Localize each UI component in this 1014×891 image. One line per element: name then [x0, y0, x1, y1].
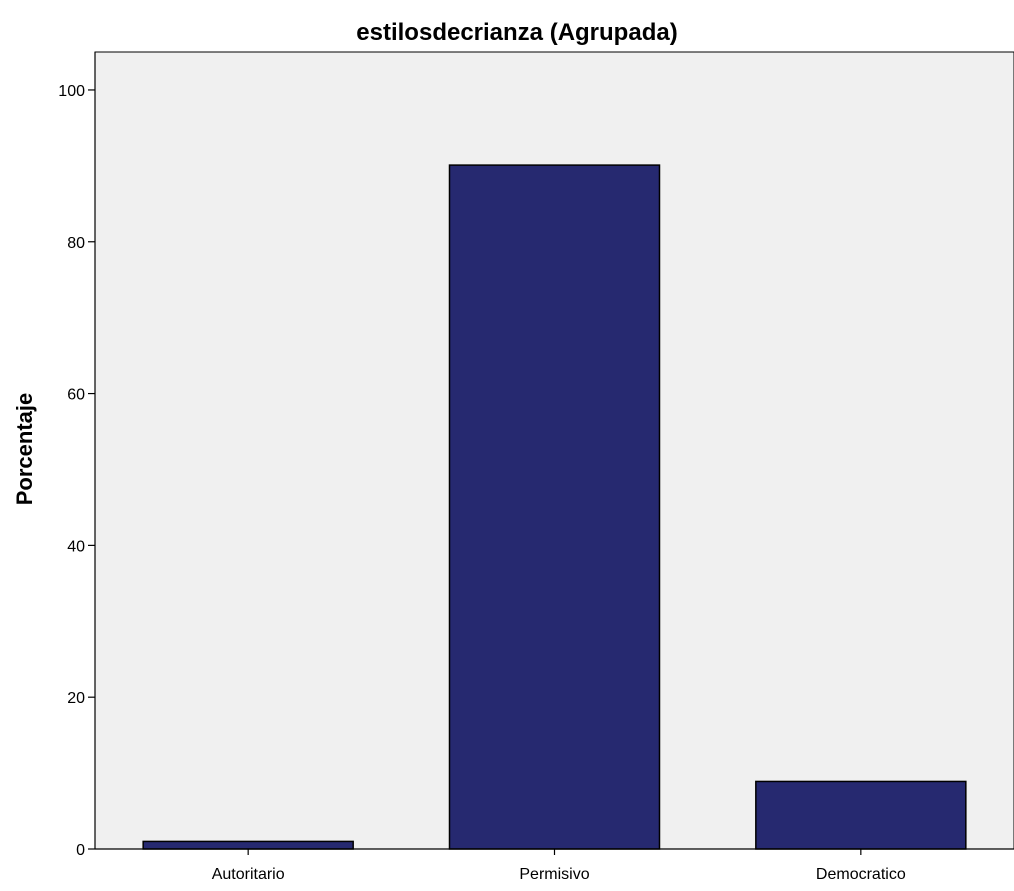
chart-title: estilosdecrianza (Agrupada)	[356, 19, 677, 46]
bars-group	[142, 164, 967, 850]
x-tick-label: Democratico	[816, 866, 906, 883]
y-axis-label: Porcentaje	[12, 393, 37, 506]
y-tick-label: 20	[67, 690, 85, 707]
bar-autoritario	[142, 840, 354, 850]
y-axis: 0 20 40 60 80 100	[58, 52, 96, 859]
x-axis: Autoritario Permisivo Democratico	[95, 848, 1014, 883]
y-tick-label: 100	[58, 83, 85, 100]
y-tick-label: 0	[76, 842, 85, 859]
bar-democratico	[755, 780, 967, 850]
bar-permisivo	[448, 164, 661, 850]
y-tick-label: 60	[67, 387, 85, 404]
y-tick-label: 80	[67, 235, 85, 252]
y-tick-label: 40	[67, 538, 85, 555]
x-tick-label: Autoritario	[212, 866, 285, 883]
x-tick-label: Permisivo	[519, 866, 589, 883]
